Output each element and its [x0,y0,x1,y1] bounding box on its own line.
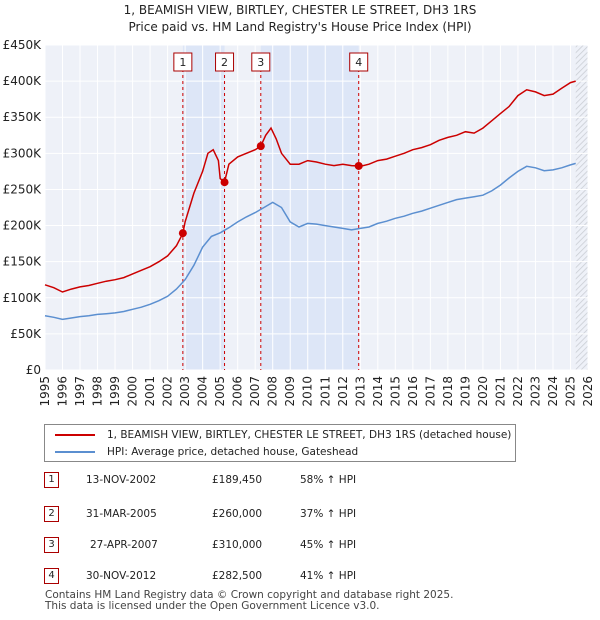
transaction-date: 27-APR-2007 [90,539,158,551]
legend-item-property: 1, BEAMISH VIEW, BIRTLEY, CHESTER LE STR… [55,427,511,443]
transaction-marker-label: 4 [355,56,362,69]
x-tick-label: 2004 [196,376,210,407]
x-tick-label: 1997 [73,376,87,407]
x-tick-label: 2022 [511,376,525,407]
table-row: 1 13-NOV-2002 £189,450 58% ↑ HPI [44,472,444,492]
x-tick-label: 2009 [283,376,297,407]
x-tick-label: 2014 [371,376,385,407]
x-tick-label: 2012 [336,376,350,407]
legend-swatch-hpi [55,451,95,453]
legend-item-hpi: HPI: Average price, detached house, Gate… [55,444,358,460]
footer-notice: Contains HM Land Registry data © Crown c… [45,590,453,612]
x-tick-label: 2000 [126,376,140,407]
x-tick-label: 2026 [581,376,595,407]
transaction-hpi: 41% ↑ HPI [300,570,357,582]
transaction-hpi: 45% ↑ HPI [300,539,357,551]
legend-swatch-property [55,434,95,436]
x-tick-label: 2016 [406,376,420,407]
x-tick-label: 2001 [143,376,157,407]
transaction-marker-box [349,52,369,72]
x-tick-label: 2015 [388,376,402,407]
x-tick-label: 2006 [231,376,245,407]
x-tick-label: 2023 [528,376,542,407]
chart-title: 1, BEAMISH VIEW, BIRTLEY, CHESTER LE STR… [124,3,477,17]
transaction-point [354,161,363,170]
chart-subtitle: Price paid vs. HM Land Registry's House … [128,20,471,34]
x-tick-label: 1995 [38,376,52,407]
transaction-hpi: 37% ↑ HPI [300,508,357,520]
x-tick-label: 1998 [91,376,105,407]
transaction-hpi: 58% ↑ HPI [300,474,357,486]
x-tick-label: 1996 [56,376,70,407]
transaction-date: 13-NOV-2002 [86,474,157,486]
transaction-number: 1 [44,472,59,488]
transaction-price: £310,000 [212,539,263,551]
x-tick-label: 2005 [213,376,227,407]
y-tick-label: £350K [3,110,43,124]
x-tick-label: 2007 [248,376,262,407]
x-tick-label: 2002 [161,376,175,407]
transaction-price: £189,450 [212,474,263,486]
y-tick-label: £200K [3,219,43,233]
transaction-marker-label: 3 [257,56,264,69]
transaction-number: 2 [44,506,59,522]
hpi-line [44,162,576,321]
y-tick-label: £450K [3,38,43,52]
transaction-marker-label: 2 [221,56,228,69]
y-tick-label: £0 [26,363,41,377]
shaded-span [260,45,359,370]
x-tick-label: 2019 [458,376,472,407]
footer-copyright: Contains HM Land Registry data © Crown c… [45,589,454,601]
x-tick-label: 2011 [318,376,332,407]
transaction-date: 31-MAR-2005 [86,508,157,520]
x-tick-label: 2018 [441,376,455,407]
legend: 1, BEAMISH VIEW, BIRTLEY, CHESTER LE STR… [44,424,516,462]
x-tick-label: 2010 [301,376,315,407]
y-tick-label: £400K [3,74,43,88]
y-tick-label: £100K [3,291,43,305]
forecast-region [575,45,588,370]
transaction-point [220,178,229,187]
x-tick-label: 2017 [423,376,437,407]
transaction-number: 3 [44,537,59,553]
x-tick-label: 2020 [476,376,490,407]
y-tick-label: £300K [3,146,43,160]
footer-licence: This data is licensed under the Open Gov… [45,600,380,612]
price-chart: 1, BEAMISH VIEW, BIRTLEY, CHESTER LE STR… [3,3,595,407]
y-tick-label: £150K [3,255,43,269]
transaction-point [256,142,265,151]
transaction-price: £260,000 [212,508,263,520]
transaction-marker-label: 1 [179,56,186,69]
y-tick-label: £50K [10,327,42,341]
table-row: 2 31-MAR-2005 £260,000 37% ↑ HPI [44,506,444,526]
property-price-line [44,80,576,293]
transaction-marker-box [173,52,193,72]
x-tick-label: 1999 [108,376,122,407]
x-tick-label: 2024 [546,376,560,407]
table-row: 3 27-APR-2007 £310,000 45% ↑ HPI [44,537,444,557]
x-tick-label: 2021 [493,376,507,407]
transaction-point [178,229,187,238]
legend-label-property: 1, BEAMISH VIEW, BIRTLEY, CHESTER LE STR… [107,429,512,441]
x-tick-label: 2013 [353,376,367,407]
table-row: 4 30-NOV-2012 £282,500 41% ↑ HPI [44,568,444,588]
x-tick-label: 2025 [563,376,577,407]
legend-label-hpi: HPI: Average price, detached house, Gate… [107,446,359,458]
transaction-marker-box [215,52,235,72]
x-tick-label: 2008 [266,376,280,407]
transaction-date: 30-NOV-2012 [86,570,157,582]
y-tick-label: £250K [3,182,43,196]
transaction-number: 4 [44,568,59,584]
transaction-marker-box [251,52,271,72]
transaction-price: £282,500 [212,570,263,582]
x-tick-label: 2003 [178,376,192,407]
